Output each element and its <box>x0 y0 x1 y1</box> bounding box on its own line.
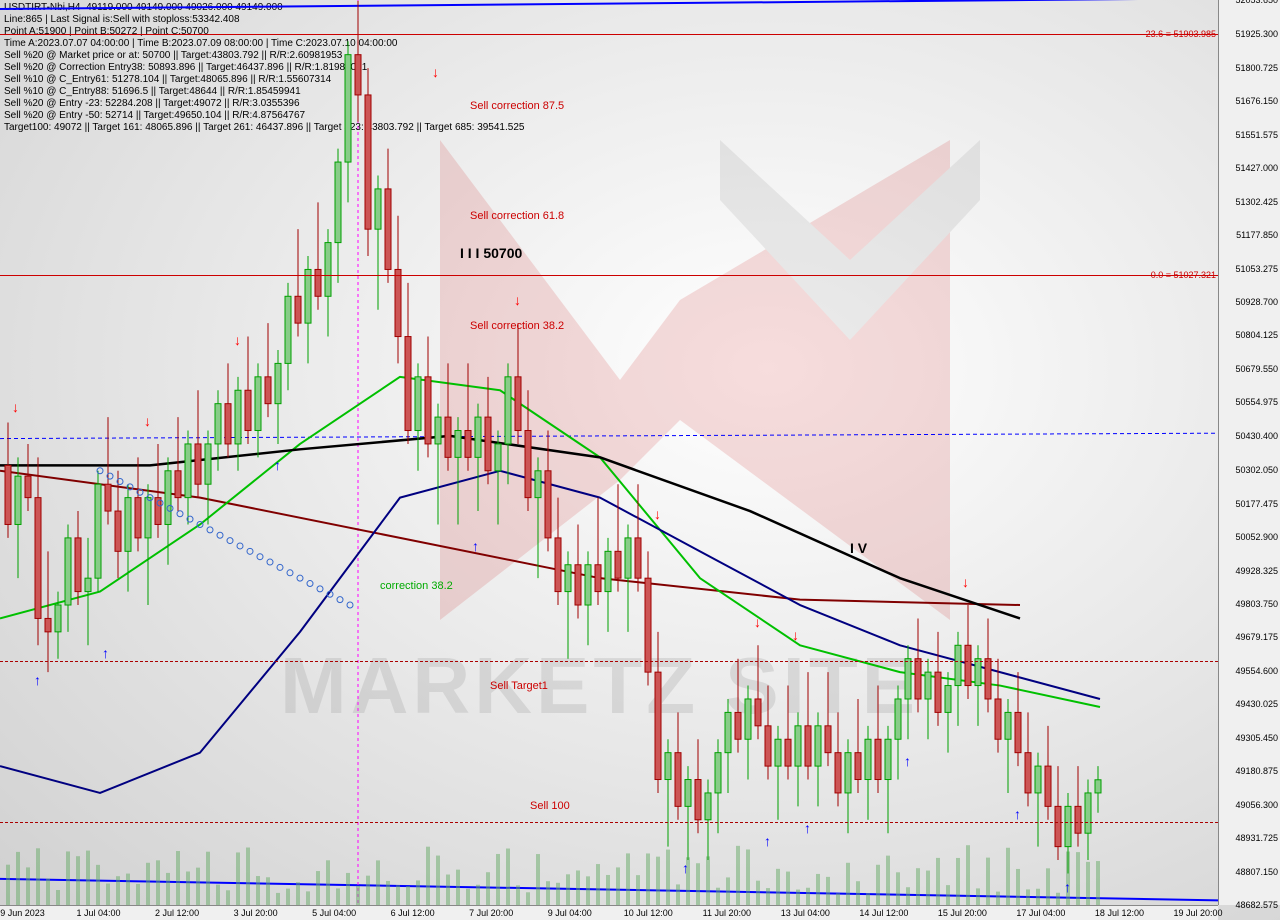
arrow-down-icon: ↓ <box>144 413 151 429</box>
target-49650-line <box>0 661 1218 662</box>
anno-sell-target1: Sell Target1 <box>490 680 548 692</box>
fib-0-label: 0.0 = 51027.321 <box>1151 270 1216 280</box>
arrow-up-icon: ↑ <box>274 457 281 473</box>
anno-label-III: I I I 50700 <box>460 245 522 261</box>
arrow-down-icon: ↓ <box>514 292 521 308</box>
arrow-up-icon: ↑ <box>904 753 911 769</box>
anno-sell-100: Sell 100 <box>530 800 570 812</box>
arrow-up-icon: ↑ <box>1064 879 1071 895</box>
anno-sell-corr-875: Sell correction 87.5 <box>470 100 564 112</box>
arrow-down-icon: ↓ <box>432 64 439 80</box>
arrow-down-icon: ↓ <box>962 574 969 590</box>
arrow-down-icon: ↓ <box>12 399 19 415</box>
arrow-down-icon: ↓ <box>792 627 799 643</box>
arrow-up-icon: ↑ <box>34 672 41 688</box>
fib-236-line <box>0 34 1218 35</box>
fib-236-label: 23.6 = 51903.985 <box>1146 29 1216 39</box>
arrow-up-icon: ↑ <box>102 645 109 661</box>
anno-label-IV: I V <box>850 540 867 556</box>
fib-0-line <box>0 275 1218 276</box>
anno-correction-382: correction 38.2 <box>380 580 453 592</box>
target-49072-line <box>0 822 1218 823</box>
arrow-up-icon: ↑ <box>1014 806 1021 822</box>
chart-svg[interactable] <box>0 0 1218 905</box>
arrow-up-icon: ↑ <box>472 538 479 554</box>
anno-sell-corr-382: Sell correction 38.2 <box>470 320 564 332</box>
arrow-up-icon: ↑ <box>764 833 771 849</box>
time-axis: 29 Jun 20231 Jul 04:002 Jul 12:003 Jul 2… <box>0 905 1218 920</box>
chart-container: MARKETZ SITE USDTIRT-Nbi,H4 49119.000 49… <box>0 0 1280 920</box>
arrow-down-icon: ↓ <box>754 614 761 630</box>
arrow-up-icon: ↑ <box>682 860 689 876</box>
arrow-down-icon: ↓ <box>654 506 661 522</box>
anno-sell-corr-618: Sell correction 61.8 <box>470 210 564 222</box>
price-axis: 52053.65051925.30051800.72551676.1505155… <box>1218 0 1280 905</box>
arrow-up-icon: ↑ <box>804 820 811 836</box>
arrow-down-icon: ↓ <box>234 332 241 348</box>
